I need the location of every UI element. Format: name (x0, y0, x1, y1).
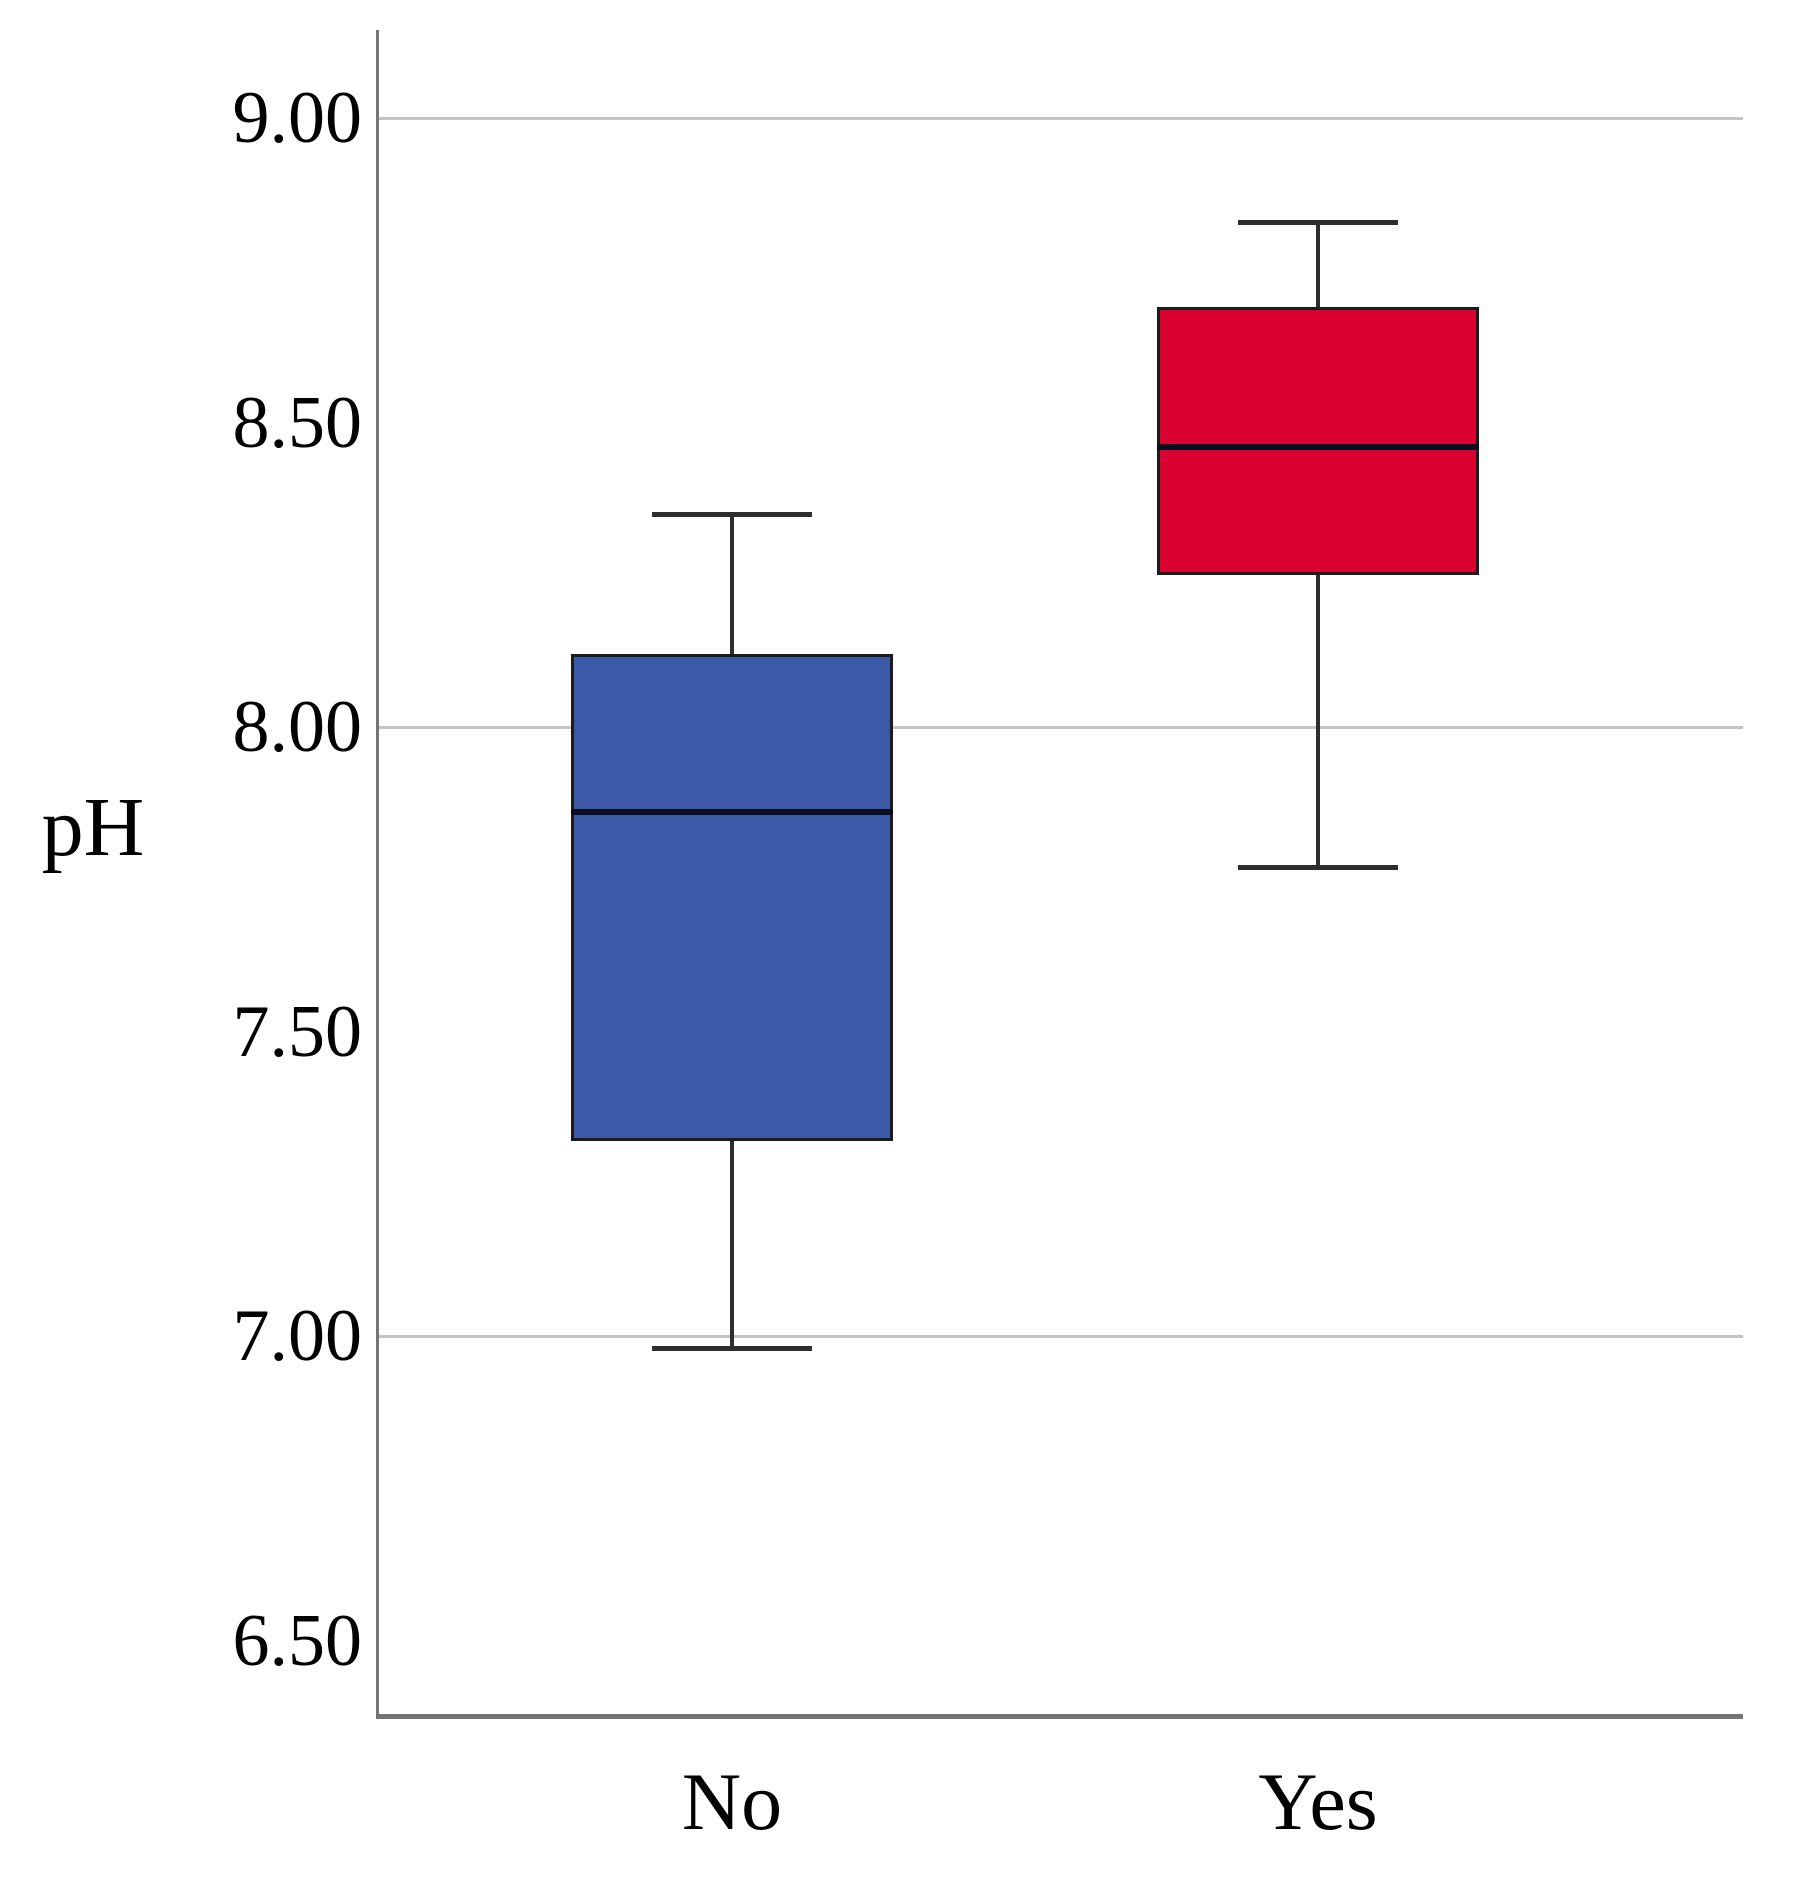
y-tick-label-9.00: 9.00 (232, 77, 363, 159)
y-tick-label-7.00: 7.00 (232, 1295, 363, 1377)
y-tick-label-6.50: 6.50 (232, 1599, 363, 1682)
whisker-cap-lower-no (652, 1346, 812, 1352)
whisker-cap-upper-yes (1238, 219, 1398, 225)
y-axis-line (376, 30, 379, 1718)
x-axis-line (376, 1714, 1743, 1719)
x-category-label-no: No (681, 1756, 783, 1847)
whisker-upper-yes (1316, 221, 1320, 307)
box-no (571, 653, 893, 1142)
gridline-7.00 (376, 1335, 1743, 1338)
whisker-upper-no (730, 513, 734, 654)
x-category-label-yes: Yes (1258, 1756, 1378, 1847)
y-tick-label-8.50: 8.50 (232, 381, 363, 464)
y-axis-title: pH (41, 781, 145, 874)
whisker-cap-upper-no (652, 511, 812, 517)
y-tick-label-8.00: 8.00 (232, 686, 363, 768)
gridline-8.00 (376, 726, 1743, 729)
median-line-yes (1157, 443, 1479, 450)
whisker-lower-no (730, 1141, 734, 1349)
y-tick-label-7.50: 7.50 (232, 990, 363, 1073)
box-yes (1157, 306, 1479, 575)
whisker-cap-lower-yes (1238, 865, 1398, 871)
gridline-9.00 (376, 117, 1743, 120)
whisker-lower-yes (1316, 574, 1320, 868)
median-line-no (571, 809, 893, 816)
